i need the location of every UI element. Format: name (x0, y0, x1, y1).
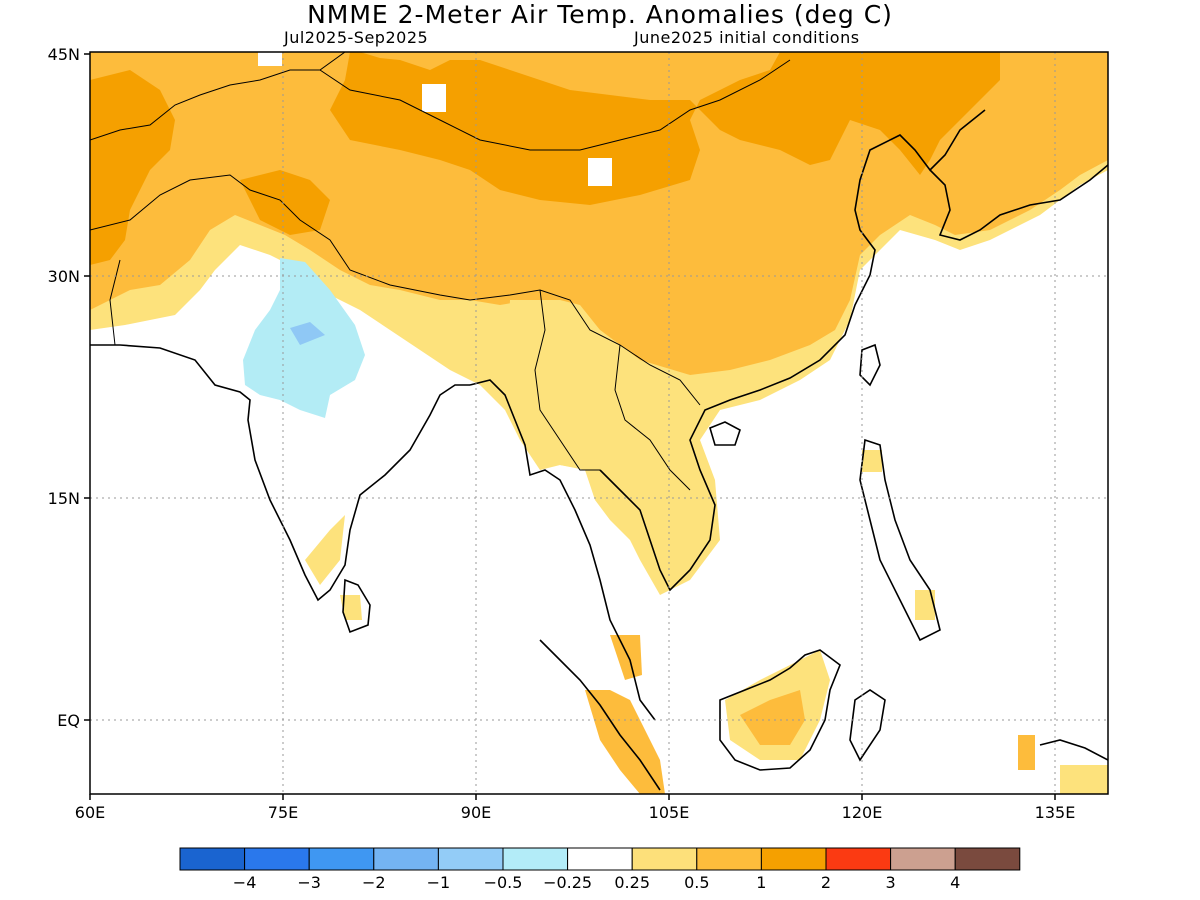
coast-srilanka (342, 578, 371, 634)
country-borders (90, 52, 791, 491)
legend-swatch (567, 847, 633, 871)
missing-data-cell (422, 84, 446, 112)
anomaly-region-malaya (610, 635, 642, 680)
anomaly-region-borneo-core (740, 690, 805, 745)
coast-indochina (599, 109, 986, 592)
legend-label: 1 (756, 873, 766, 892)
lat-label: 45N (48, 45, 80, 64)
border-line (319, 59, 791, 151)
legend-swatch (696, 847, 762, 871)
map-frame (89, 51, 1109, 795)
lon-label: 120E (842, 803, 883, 822)
legend-swatch (244, 847, 310, 871)
coast-bay-of-bengal-east (469, 379, 656, 721)
lon-label: 105E (649, 803, 690, 822)
coast-newguinea (1039, 739, 1108, 761)
coast-taiwan (859, 343, 881, 387)
legend-label: −4 (233, 873, 257, 892)
legend-label: −1 (427, 873, 451, 892)
legend-label: 3 (886, 873, 896, 892)
initial-conditions: June2025 initial conditions (634, 28, 860, 47)
coast-sumatra (539, 639, 661, 791)
coastlines (90, 109, 1108, 791)
legend-label: 0.5 (684, 873, 709, 892)
coast-japan-korea (929, 164, 1108, 241)
anomaly-region-very-warm (90, 52, 1000, 205)
legend-label: −3 (297, 873, 321, 892)
border-line (90, 174, 701, 406)
lat-labels: 45N 30N 15N EQ (48, 45, 80, 730)
legend-swatch (179, 847, 246, 871)
anomaly-region-mindanao (915, 590, 935, 620)
legend-swatch (954, 847, 1021, 871)
legend-swatch (631, 847, 698, 871)
legend-label: −2 (362, 873, 386, 892)
legend-swatch (373, 847, 439, 871)
legend-label: 2 (821, 873, 831, 892)
border-line (614, 344, 691, 491)
axis-ticks (84, 53, 1056, 800)
lon-labels: 60E 75E 90E 105E 120E 135E (75, 803, 1076, 822)
missing-data-cell (258, 52, 282, 66)
coast-hainan (709, 421, 741, 446)
anomaly-region-newguinea (1060, 765, 1108, 794)
border-line (90, 52, 346, 141)
legend-label: −0.25 (543, 873, 592, 892)
legend-swatch (760, 847, 827, 871)
lon-label: 135E (1035, 803, 1076, 822)
anomaly-region-warm (90, 52, 1108, 375)
lat-label: EQ (57, 711, 80, 730)
missing-data-cell (588, 158, 612, 186)
legend-swatch (308, 847, 375, 871)
anomaly-region-cooler (290, 322, 325, 345)
legend-label: 0.25 (614, 873, 650, 892)
lon-label: 90E (461, 803, 491, 822)
anomaly-region-india-southwest (305, 515, 345, 585)
map-title: NMME 2-Meter Air Temp. Anomalies (deg C) (307, 0, 893, 29)
anomaly-region-srilanka (340, 595, 362, 620)
border-line (109, 259, 121, 346)
anomaly-field (90, 52, 1108, 794)
legend-swatch (825, 847, 892, 871)
lon-label: 60E (75, 803, 105, 822)
coast-sulawesi (849, 689, 886, 762)
anomaly-region-very-warm-karakoram (240, 170, 330, 235)
lon-label: 75E (268, 803, 298, 822)
legend-bar (179, 847, 1021, 871)
forecast-period: Jul2025-Sep2025 (284, 28, 429, 47)
legend-swatch (502, 847, 569, 871)
lat-label: 15N (48, 489, 80, 508)
legend-label: −0.5 (484, 873, 523, 892)
legend-swatch (890, 847, 956, 871)
legend-swatch (437, 847, 504, 871)
anomaly-region-indochina (505, 300, 720, 580)
coast-philippines (859, 438, 941, 642)
lat-label: 30N (48, 267, 80, 286)
border-line (534, 289, 600, 471)
legend-labels: −4 −3 −2 −1 −0.5 −0.25 0.25 0.5 1 2 3 4 (233, 873, 960, 892)
coast-india (90, 344, 470, 602)
legend-label: 4 (950, 873, 960, 892)
anomaly-region-very-warm-west (90, 70, 175, 265)
coast-borneo (719, 649, 841, 771)
anomaly-region-luzon (862, 450, 882, 472)
anomaly-region-sulawesi (1018, 735, 1035, 770)
graticule (90, 52, 1108, 794)
